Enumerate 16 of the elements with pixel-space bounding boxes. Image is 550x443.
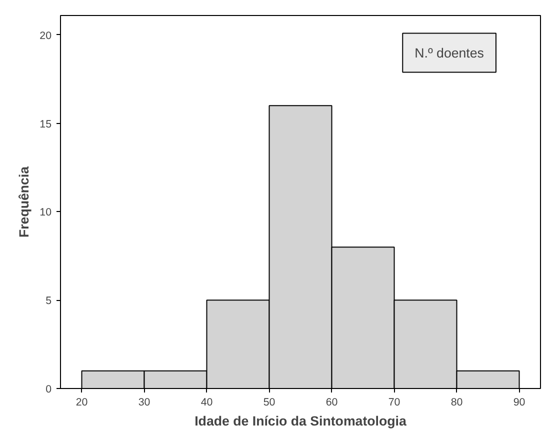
x-tick-label: 50 [263, 396, 276, 408]
y-axis-title: Frequência [16, 166, 32, 238]
x-tick-label: 80 [450, 396, 463, 408]
x-tick-label: 20 [76, 396, 88, 408]
x-tick-label: 40 [200, 396, 213, 408]
x-tick-label: 30 [138, 396, 150, 408]
y-tick-label: 10 [40, 206, 52, 219]
y-tick-label: 0 [46, 384, 52, 396]
x-tick-label: 60 [326, 396, 338, 408]
y-tick-label: 20 [40, 30, 52, 42]
y-tick-label: 5 [46, 295, 52, 308]
x-tick-label: 70 [388, 396, 400, 408]
annotation: N.º doentes [414, 45, 484, 60]
y-tick-label: 15 [40, 118, 52, 130]
x-axis-title: Idade de Início da Sintomatologia [194, 414, 407, 428]
x-tick-label: 90 [513, 396, 526, 408]
